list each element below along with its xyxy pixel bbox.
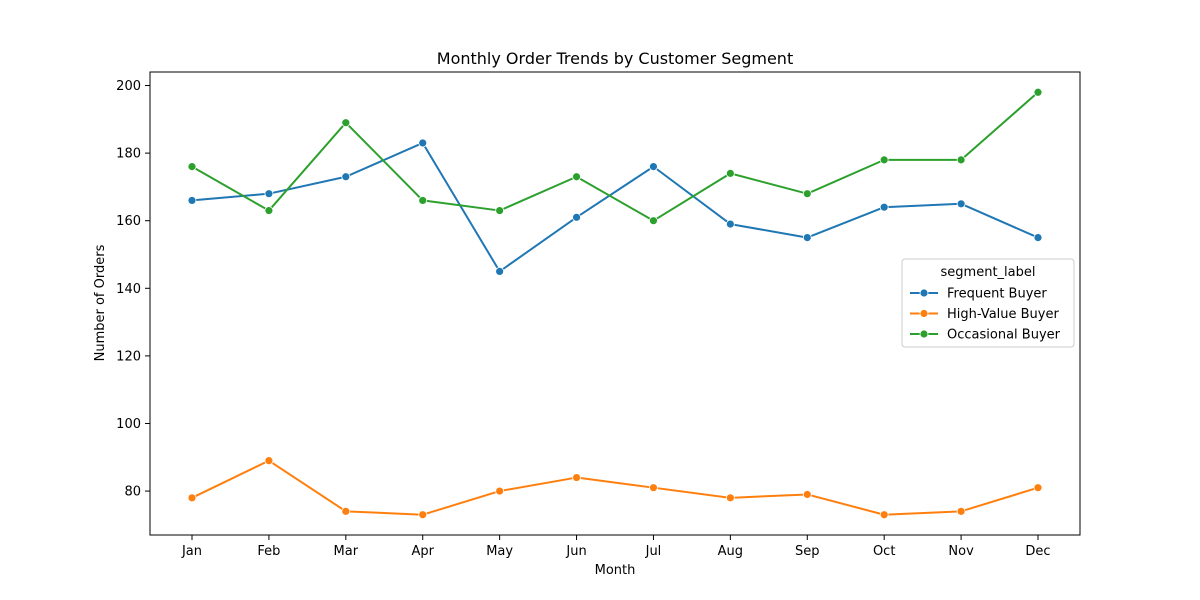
x-tick-label: Sep bbox=[795, 544, 820, 559]
x-tick-label: Aug bbox=[718, 544, 743, 559]
x-tick-label: Mar bbox=[334, 544, 359, 559]
x-tick-label: Nov bbox=[948, 544, 974, 559]
data-point bbox=[341, 506, 351, 516]
data-point bbox=[572, 212, 581, 222]
data-point bbox=[341, 172, 351, 182]
data-point bbox=[264, 456, 274, 466]
x-tick-label: Feb bbox=[257, 544, 280, 559]
data-point bbox=[418, 510, 428, 520]
legend-box bbox=[901, 258, 1075, 348]
legend-entry: High-Value Buyer bbox=[947, 307, 1059, 322]
series-line bbox=[191, 91, 1039, 222]
x-tick-label: Jul bbox=[645, 544, 662, 559]
data-point bbox=[495, 266, 505, 276]
data-point bbox=[649, 216, 658, 226]
y-tick-label: 80 bbox=[124, 485, 141, 500]
legend-entry: Frequent Buyer bbox=[947, 287, 1047, 302]
x-tick-label: Apr bbox=[411, 544, 434, 559]
data-point bbox=[956, 155, 966, 165]
legend: segment_label Frequent Buyer High-Value B… bbox=[901, 258, 1075, 348]
series-line bbox=[191, 459, 1039, 516]
data-point bbox=[572, 172, 581, 182]
x-tick-label: Jan bbox=[181, 544, 202, 559]
series-layer bbox=[187, 87, 1043, 520]
data-point bbox=[956, 199, 966, 209]
data-point bbox=[1033, 483, 1043, 493]
data-point bbox=[187, 162, 197, 172]
y-tick-label: 200 bbox=[116, 79, 141, 94]
data-point bbox=[879, 155, 889, 165]
data-point bbox=[418, 138, 428, 148]
legend-entry: Occasional Buyer bbox=[947, 328, 1061, 343]
data-point bbox=[725, 493, 735, 503]
data-point bbox=[649, 162, 658, 172]
data-point bbox=[495, 486, 505, 496]
data-point bbox=[1033, 233, 1043, 242]
data-point bbox=[572, 473, 581, 482]
x-axis-label: Month bbox=[595, 563, 636, 578]
data-point bbox=[264, 206, 274, 215]
data-point bbox=[956, 506, 966, 516]
y-tick-label: 120 bbox=[116, 349, 141, 364]
y-axis: 80 100 120 140 160 180 200 bbox=[116, 79, 150, 500]
data-point bbox=[725, 168, 735, 178]
series-frequent-buyer bbox=[187, 138, 1043, 276]
x-tick-label: May bbox=[486, 544, 513, 559]
y-axis-label: Number of Orders bbox=[93, 244, 108, 361]
data-point bbox=[879, 202, 889, 212]
data-point bbox=[1033, 87, 1043, 97]
y-tick-label: 160 bbox=[116, 214, 141, 229]
plot-frame bbox=[149, 71, 1081, 536]
chart-title: Monthly Order Trends by Customer Segment bbox=[437, 49, 793, 68]
data-point bbox=[418, 196, 428, 205]
data-point bbox=[879, 510, 889, 520]
legend-marker bbox=[919, 288, 929, 298]
legend-marker bbox=[919, 329, 929, 339]
data-point bbox=[649, 483, 658, 493]
legend-marker bbox=[919, 309, 929, 318]
x-tick-label: Jun bbox=[565, 544, 586, 559]
data-point bbox=[802, 233, 812, 242]
y-tick-label: 100 bbox=[116, 417, 141, 432]
data-point bbox=[341, 118, 351, 128]
legend-title: segment_label bbox=[941, 265, 1036, 280]
data-point bbox=[802, 189, 812, 199]
series-high-value-buyer bbox=[187, 456, 1043, 520]
y-tick-label: 180 bbox=[116, 147, 141, 162]
x-axis: Jan Feb Mar Apr May Jun Jul Aug Sep Oct Nov Dec bbox=[181, 535, 1051, 559]
x-tick-label: Dec bbox=[1025, 544, 1050, 559]
y-tick-label: 140 bbox=[116, 282, 141, 297]
series-line bbox=[191, 141, 1039, 273]
x-tick-label: Oct bbox=[873, 544, 895, 559]
data-point bbox=[264, 189, 274, 199]
data-point bbox=[802, 490, 812, 499]
series-occasional-buyer bbox=[187, 87, 1043, 226]
data-point bbox=[725, 219, 735, 229]
data-point bbox=[495, 206, 505, 215]
data-point bbox=[187, 196, 197, 205]
data-point bbox=[187, 493, 197, 503]
